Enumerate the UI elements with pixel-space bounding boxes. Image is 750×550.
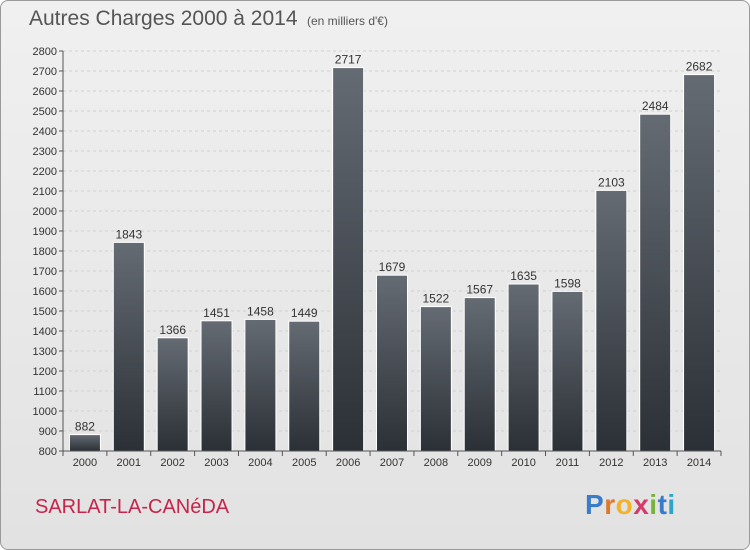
logo-letter: i bbox=[667, 489, 676, 520]
y-tick-label: 2600 bbox=[33, 86, 57, 98]
logo-letter: x bbox=[633, 489, 650, 520]
y-tick-label: 2300 bbox=[33, 146, 57, 158]
y-tick-label: 1000 bbox=[33, 406, 57, 418]
y-tick-label: 1200 bbox=[33, 366, 57, 378]
x-tick-label: 2014 bbox=[687, 457, 711, 469]
x-tick-label: 2013 bbox=[643, 457, 667, 469]
bar bbox=[332, 67, 365, 452]
bar-value-label: 1458 bbox=[247, 304, 274, 318]
x-tick-label: 2009 bbox=[467, 457, 491, 469]
y-tick-label: 1300 bbox=[33, 346, 57, 358]
bar bbox=[156, 337, 189, 452]
logo-letter: r bbox=[604, 489, 616, 520]
y-tick-label: 2500 bbox=[33, 106, 57, 118]
logo-letter: o bbox=[615, 489, 634, 520]
bar-value-label: 2103 bbox=[598, 175, 625, 189]
y-tick-label: 2800 bbox=[33, 46, 57, 58]
y-axis: 800 900 1000 1100 1200 1300 1400 1500 1600 1700 18… bbox=[33, 46, 64, 458]
bar-value-label: 1635 bbox=[510, 269, 537, 283]
x-tick-label: 2004 bbox=[248, 457, 272, 469]
bar-value-label: 882 bbox=[75, 420, 95, 434]
bar bbox=[288, 320, 321, 452]
bar bbox=[683, 74, 716, 452]
y-tick-label: 1700 bbox=[33, 266, 57, 278]
x-tick-label: 2012 bbox=[599, 457, 623, 469]
bar-value-label: 1522 bbox=[423, 292, 450, 306]
logo-letter: i bbox=[649, 489, 658, 520]
y-tick-label: 800 bbox=[39, 446, 57, 458]
bar-value-label: 1598 bbox=[554, 276, 581, 290]
x-tick-label: 2002 bbox=[160, 457, 184, 469]
x-tick-label: 2007 bbox=[380, 457, 404, 469]
x-tick-label: 2011 bbox=[556, 457, 580, 469]
bar bbox=[244, 318, 277, 452]
y-tick-label: 1800 bbox=[33, 246, 57, 258]
y-tick-label: 2400 bbox=[33, 126, 57, 138]
bar-value-label: 1679 bbox=[379, 260, 406, 274]
bar bbox=[200, 320, 233, 452]
bar bbox=[68, 434, 101, 452]
logo-letter: t bbox=[657, 489, 668, 520]
bar bbox=[639, 113, 672, 452]
y-tick-label: 2100 bbox=[33, 186, 57, 198]
chart-title: Autres Charges 2000 à 2014 bbox=[29, 7, 298, 30]
bars: 882 1843 1366 1451 1458 1449 2717 1679 1522 1567 1… bbox=[68, 53, 716, 452]
bar-value-label: 1449 bbox=[291, 306, 318, 320]
y-tick-label: 1600 bbox=[33, 286, 57, 298]
y-tick-label: 2700 bbox=[33, 66, 57, 78]
y-tick-label: 1400 bbox=[33, 326, 57, 338]
bar bbox=[463, 297, 496, 452]
x-tick-label: 2001 bbox=[117, 457, 141, 469]
commune-name: SARLAT-LA-CANéDA bbox=[35, 496, 230, 518]
x-tick-label: 2003 bbox=[204, 457, 228, 469]
y-tick-label: 2000 bbox=[33, 206, 57, 218]
y-tick-label: 1900 bbox=[33, 226, 57, 238]
x-tick-label: 2000 bbox=[73, 457, 97, 469]
bar bbox=[419, 306, 452, 452]
x-tick-label: 2010 bbox=[511, 457, 535, 469]
y-tick-label: 900 bbox=[39, 426, 57, 438]
x-tick-label: 2006 bbox=[336, 457, 360, 469]
bar bbox=[595, 189, 628, 452]
bar-value-label: 1843 bbox=[115, 227, 142, 241]
chart-subtitle: (en milliers d'€) bbox=[307, 14, 388, 28]
bar bbox=[112, 241, 145, 452]
y-tick-label: 1100 bbox=[33, 386, 57, 398]
bar bbox=[376, 274, 408, 452]
x-tick-label: 2008 bbox=[424, 457, 448, 469]
x-axis: 2000 2001 2002 2003 2004 2005 2006 2007 2008 2009… bbox=[62, 450, 722, 469]
bar bbox=[551, 290, 584, 452]
bar-value-label: 1567 bbox=[466, 283, 493, 297]
proxiti-logo: Proxiti bbox=[585, 489, 676, 521]
bar-value-label: 2717 bbox=[335, 53, 362, 67]
y-tick-label: 1500 bbox=[33, 306, 57, 318]
bar-value-label: 1451 bbox=[203, 306, 230, 320]
bar-value-label: 2484 bbox=[642, 99, 669, 113]
bar-value-label: 2682 bbox=[686, 60, 713, 74]
bar bbox=[507, 283, 540, 452]
y-tick-label: 2200 bbox=[33, 166, 57, 178]
bar-value-label: 1366 bbox=[159, 323, 186, 337]
logo-letter: P bbox=[585, 489, 605, 520]
x-tick-label: 2005 bbox=[292, 457, 316, 469]
